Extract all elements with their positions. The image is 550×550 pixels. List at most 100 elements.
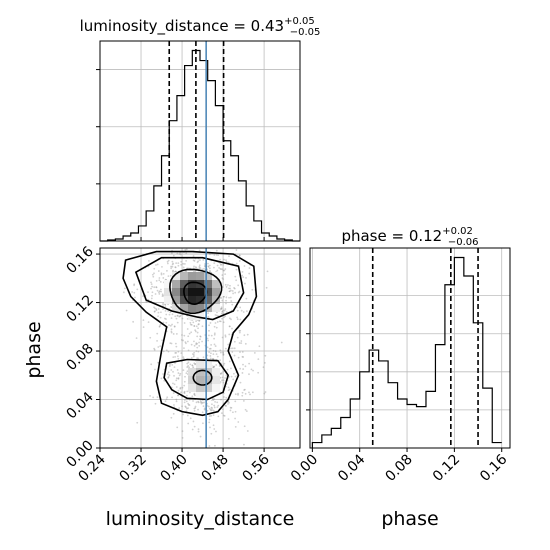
joint-sample-point <box>220 306 223 309</box>
joint-sample-point <box>264 391 267 393</box>
joint-sample-point <box>162 308 164 311</box>
joint-sample-point <box>155 286 158 289</box>
joint-sample-point <box>187 403 190 406</box>
joint-sample-point <box>217 404 220 407</box>
joint-sample-point <box>192 255 195 257</box>
joint-sample-point <box>211 403 213 406</box>
joint-sample-point <box>213 325 216 328</box>
joint-density-cell <box>204 280 212 288</box>
joint-sample-point <box>213 343 216 346</box>
joint-sample-point <box>174 362 176 364</box>
joint-sample-point <box>151 294 153 297</box>
phase-marginal-grid <box>310 248 510 448</box>
joint-sample-point <box>172 412 175 415</box>
joint-sample-point <box>224 347 227 350</box>
joint-sample-point <box>184 375 186 378</box>
joint-sample-point <box>225 296 228 299</box>
joint-sample-point <box>162 350 165 353</box>
joint-density-cell <box>196 376 204 384</box>
joint-sample-point <box>221 310 224 313</box>
joint-sample-point <box>173 325 176 328</box>
joint-sample-point <box>158 293 161 295</box>
joint-density-cell <box>180 304 188 312</box>
joint-sample-point <box>220 372 223 374</box>
joint-sample-point <box>220 308 222 310</box>
joint-density-cell <box>212 304 220 312</box>
joint-sample-point <box>208 421 211 424</box>
joint-sample-point <box>237 392 239 395</box>
joint-sample-point <box>183 380 186 383</box>
joint-sample-point <box>183 347 185 350</box>
joint-sample-point <box>153 347 156 350</box>
joint-sample-point <box>195 342 198 345</box>
joint-sample-point <box>162 321 165 324</box>
joint-xtick-label: 0.40 <box>158 452 191 485</box>
joint-sample-point <box>189 321 192 324</box>
joint-sample-point <box>196 261 199 264</box>
joint-sample-point <box>212 365 215 368</box>
joint-density-cell <box>212 288 220 296</box>
joint-contour-upper-mid <box>134 256 245 321</box>
joint-sample-point <box>174 266 177 269</box>
joint-sample-point <box>185 400 188 403</box>
joint-sample-point <box>166 373 169 376</box>
joint-sample-point <box>189 323 192 326</box>
joint-sample-point <box>222 364 225 367</box>
joint-sample-point <box>187 335 190 338</box>
joint-sample-point <box>263 392 266 395</box>
joint-sample-point <box>182 339 185 342</box>
joint-sample-point <box>187 407 190 410</box>
joint-sample-point <box>235 268 238 271</box>
joint-sample-point <box>248 373 250 376</box>
joint-sample-point <box>166 396 169 399</box>
joint-sample-point <box>195 267 198 269</box>
joint-sample-point <box>174 355 176 358</box>
joint-sample-point <box>242 311 245 313</box>
joint-sample-point <box>197 428 200 431</box>
joint-sample-point <box>171 263 174 266</box>
joint-sample-point <box>219 376 222 379</box>
joint-sample-point <box>170 330 173 333</box>
joint-sample-point <box>177 350 180 353</box>
phase-xtick-label: 0.00 <box>288 452 321 485</box>
joint-density-cell <box>204 384 212 392</box>
joint-sample-point <box>164 310 167 312</box>
joint-sample-point <box>239 367 242 370</box>
joint-sample-point <box>171 265 174 268</box>
joint-sample-point <box>227 386 230 389</box>
joint-sample-point <box>224 283 227 286</box>
joint-density-cell <box>196 312 204 320</box>
joint-sample-point <box>232 378 235 381</box>
joint-sample-point <box>225 396 228 399</box>
phase-title: phase = 0.12+0.02 −0.06 <box>341 226 478 248</box>
joint-sample-point <box>174 352 177 354</box>
joint-sample-point <box>230 347 233 350</box>
joint-sample-point <box>197 408 199 411</box>
joint-sample-point <box>227 418 230 421</box>
joint-contour-upper-inner <box>169 268 223 314</box>
joint-sample-point <box>162 304 164 306</box>
joint-sample-point <box>262 366 265 369</box>
joint-sample-point <box>222 396 225 398</box>
joint-sample-point <box>216 269 219 272</box>
joint-sample-point <box>170 267 173 270</box>
joint-sample-point <box>241 270 244 273</box>
joint-sample-point <box>214 322 217 324</box>
joint-sample-point <box>157 308 160 310</box>
joint-sample-point <box>235 279 238 282</box>
joint-sample-point <box>201 402 204 404</box>
joint-sample-point <box>173 366 176 369</box>
joint-sample-point <box>211 357 214 360</box>
joint-sample-point <box>209 455 211 457</box>
joint-sample-point <box>223 316 225 319</box>
joint-sample-point <box>212 424 215 427</box>
joint-sample-point <box>183 399 186 401</box>
joint-density-cell <box>196 368 204 376</box>
joint-sample-point <box>156 289 159 292</box>
joint-sample-point <box>238 254 241 257</box>
joint-sample-point <box>223 309 226 312</box>
joint-sample-point <box>203 408 206 411</box>
joint-sample-point <box>175 379 178 382</box>
joint-sample-point <box>228 333 231 336</box>
joint-sample-point <box>191 364 194 367</box>
